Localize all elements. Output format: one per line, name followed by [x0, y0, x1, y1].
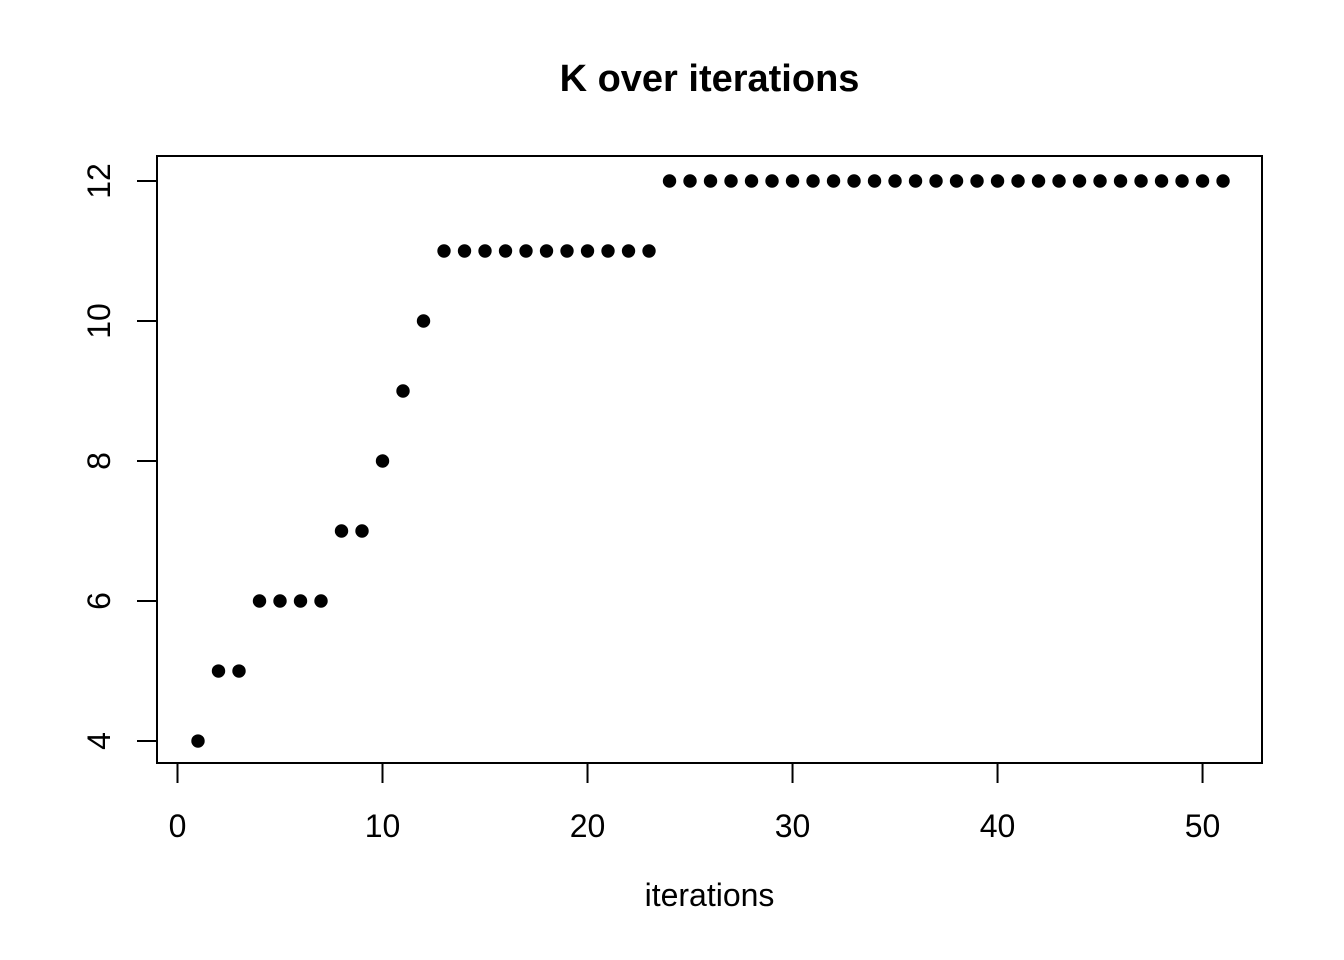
- data-point: [396, 384, 410, 398]
- data-point: [847, 174, 861, 188]
- data-point: [334, 524, 349, 538]
- data-point: [273, 594, 287, 608]
- data-point: [888, 174, 902, 188]
- data-point: [375, 454, 390, 468]
- data-point: [765, 174, 779, 188]
- data-point: [806, 174, 820, 188]
- y-tick-label: 8: [81, 452, 117, 470]
- data-point: [457, 244, 472, 258]
- data-point: [1195, 174, 1210, 188]
- x-tick-label: 0: [169, 808, 187, 844]
- data-point: [437, 244, 451, 258]
- data-point: [826, 174, 841, 188]
- data-point: [601, 244, 615, 258]
- data-point: [1216, 174, 1230, 188]
- data-point: [1113, 174, 1128, 188]
- data-point: [970, 174, 984, 188]
- data-point: [498, 244, 513, 258]
- data-point: [642, 244, 656, 258]
- data-point: [1154, 174, 1169, 188]
- data-point: [1072, 174, 1087, 188]
- data-point: [990, 174, 1005, 188]
- x-tick-label: 10: [365, 808, 401, 844]
- data-point: [211, 664, 226, 678]
- data-point: [724, 174, 738, 188]
- data-point: [293, 594, 308, 608]
- data-point: [744, 174, 759, 188]
- x-axis-label: iterations: [644, 877, 775, 913]
- x-tick-label: 30: [775, 808, 811, 844]
- data-point: [867, 174, 882, 188]
- data-point: [1052, 174, 1066, 188]
- data-point: [416, 314, 431, 328]
- x-tick-label: 40: [980, 808, 1016, 844]
- data-point: [621, 244, 636, 258]
- data-point: [478, 244, 492, 258]
- y-tick-label: 12: [81, 163, 117, 199]
- data-point: [929, 174, 943, 188]
- y-tick-label: 6: [81, 592, 117, 610]
- data-point: [908, 174, 923, 188]
- data-point: [1031, 174, 1046, 188]
- data-point: [519, 244, 533, 258]
- x-tick-label: 50: [1185, 808, 1221, 844]
- data-point: [662, 174, 677, 188]
- y-tick-label: 4: [81, 732, 117, 750]
- y-tick-label: 10: [81, 303, 117, 339]
- data-point: [539, 244, 554, 258]
- data-point: [1093, 174, 1107, 188]
- data-point: [785, 174, 800, 188]
- chart-title: K over iterations: [559, 58, 860, 100]
- data-point: [232, 664, 246, 678]
- data-point: [1175, 174, 1189, 188]
- data-point: [1011, 174, 1025, 188]
- plot-box: [156, 155, 1263, 764]
- data-point: [252, 594, 267, 608]
- data-point: [703, 174, 718, 188]
- x-tick-label: 20: [570, 808, 606, 844]
- data-point: [949, 174, 964, 188]
- data-point: [191, 734, 205, 748]
- data-point: [355, 524, 369, 538]
- data-point: [560, 244, 574, 258]
- data-point: [314, 594, 328, 608]
- data-point: [683, 174, 697, 188]
- data-point: [580, 244, 595, 258]
- data-point: [1134, 174, 1148, 188]
